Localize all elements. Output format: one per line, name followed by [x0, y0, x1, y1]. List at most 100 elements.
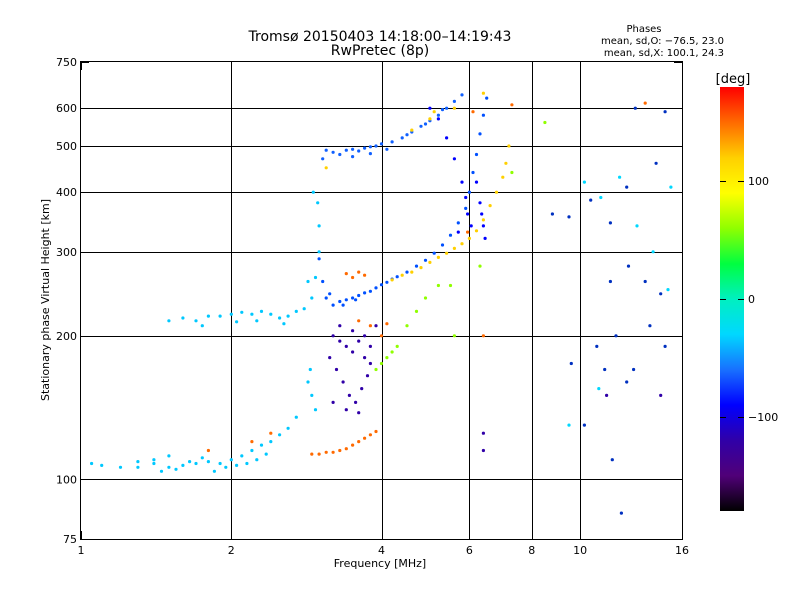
data-point	[452, 106, 456, 110]
data-point	[324, 450, 328, 454]
data-point	[357, 293, 361, 298]
data-point	[354, 400, 358, 404]
data-point	[269, 440, 273, 444]
data-point	[460, 180, 464, 184]
data-point	[311, 190, 315, 194]
x-tick-label: 1	[78, 544, 85, 557]
x-axis-label: Frequency [MHz]	[334, 557, 426, 570]
data-point	[357, 440, 361, 444]
data-point	[395, 275, 399, 279]
phase-stats-title: Phases	[626, 24, 661, 35]
data-point	[445, 106, 449, 110]
data-point	[368, 145, 372, 149]
data-point	[379, 283, 384, 287]
data-point	[379, 361, 384, 366]
data-point	[344, 298, 348, 302]
data-point	[385, 147, 389, 151]
data-point	[259, 443, 264, 447]
data-point	[235, 320, 239, 324]
data-point	[240, 454, 244, 458]
data-point	[501, 175, 505, 179]
data-point	[608, 221, 613, 225]
data-point	[460, 242, 464, 246]
data-point	[436, 113, 440, 117]
data-point	[432, 251, 436, 255]
data-point	[626, 264, 631, 268]
data-point	[436, 255, 440, 259]
data-point	[306, 380, 310, 384]
data-point	[344, 447, 348, 451]
data-point	[654, 161, 658, 165]
data-point	[414, 264, 419, 268]
data-point	[152, 461, 156, 466]
data-point	[159, 469, 164, 473]
plot-frame	[80, 61, 683, 540]
data-point	[550, 212, 555, 216]
data-point	[188, 460, 192, 464]
data-point	[354, 298, 358, 302]
data-point	[663, 344, 667, 348]
data-point	[467, 190, 471, 194]
data-point	[344, 344, 348, 348]
data-point	[440, 108, 445, 112]
data-point	[448, 233, 453, 237]
data-point	[610, 458, 614, 462]
data-point	[436, 283, 440, 288]
data-point	[331, 303, 335, 307]
data-point	[310, 393, 314, 397]
data-point	[313, 408, 318, 412]
data-point	[264, 452, 268, 456]
y-tick-label: 600	[56, 102, 77, 115]
data-point	[286, 314, 290, 318]
data-point	[368, 433, 372, 437]
data-point	[368, 361, 372, 366]
data-point	[324, 296, 328, 300]
chart-subtitle: RwPretec (8p)	[331, 43, 429, 59]
y-tick-label: 400	[56, 186, 77, 199]
data-point	[405, 270, 409, 274]
data-point	[625, 380, 629, 384]
data-point	[405, 133, 409, 137]
data-point	[351, 296, 355, 300]
y-tick-label: 300	[56, 246, 77, 259]
data-point	[344, 148, 348, 152]
data-point	[212, 469, 216, 473]
data-point	[294, 309, 298, 313]
data-point	[363, 436, 367, 440]
data-point	[483, 236, 487, 240]
data-point	[481, 431, 485, 435]
data-point	[357, 319, 361, 323]
y-tick-label: 200	[56, 330, 77, 343]
data-point	[423, 258, 428, 262]
plot-area: 1 2 4 6 8 10 16 75 100 200 300 400 500 600 750	[56, 56, 689, 557]
data-point	[331, 400, 335, 404]
data-point	[334, 367, 339, 372]
data-point	[374, 324, 378, 328]
data-point	[510, 170, 514, 175]
data-point	[259, 309, 264, 313]
data-point	[605, 393, 609, 397]
data-point	[316, 201, 320, 205]
data-point	[632, 367, 636, 372]
data-point	[206, 460, 210, 464]
data-point	[341, 303, 345, 307]
data-point	[194, 319, 198, 323]
data-point	[390, 140, 394, 144]
colorbar-tick-label: 0	[748, 293, 755, 306]
data-point	[324, 148, 328, 152]
data-point	[481, 113, 485, 117]
data-point	[344, 408, 348, 412]
data-point	[269, 431, 273, 435]
data-point	[400, 273, 404, 277]
data-point	[452, 334, 456, 338]
data-point	[445, 251, 449, 255]
data-point	[206, 314, 210, 318]
data-point	[351, 350, 355, 354]
data-point	[400, 136, 404, 140]
phase-stats-o: mean, sd,O: −76.5, 23.0	[601, 36, 724, 47]
data-point	[200, 324, 204, 328]
data-point	[385, 356, 389, 360]
colorbar-tick-label: −100	[748, 411, 778, 424]
x-tick-label: 16	[675, 544, 689, 557]
